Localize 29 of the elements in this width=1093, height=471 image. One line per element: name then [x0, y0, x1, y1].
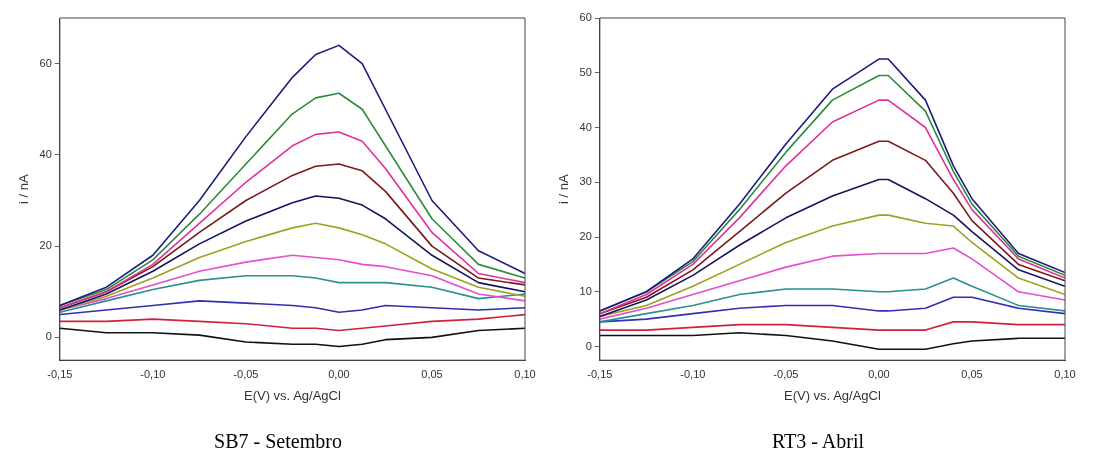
y-tick-label: 10 — [579, 284, 592, 297]
y-axis-title: i / nA — [16, 173, 32, 204]
y-tick-label: 0 — [45, 330, 52, 343]
x-tick-label: 0,05 — [421, 367, 443, 380]
x-tick-label: 0,05 — [961, 367, 983, 380]
x-axis-title: E(V) vs. Ag/AgCl — [784, 387, 881, 403]
y-tick-label: 60 — [39, 56, 52, 69]
y-tick-label: 20 — [39, 239, 52, 252]
y-tick-label: 20 — [579, 230, 592, 243]
x-tick-label: -0,05 — [773, 367, 799, 380]
x-tick-label: 0,00 — [868, 367, 890, 380]
text: SB7 - Setembro — [214, 430, 342, 453]
x-tick-label: -0,10 — [680, 367, 706, 380]
x-tick-label: 0,10 — [514, 367, 536, 380]
text: RT3 - Abril — [771, 430, 865, 453]
y-tick-label: 40 — [579, 120, 592, 133]
y-tick-label: 30 — [579, 175, 592, 188]
x-tick-label: 0,10 — [1054, 367, 1076, 380]
x-tick-label: -0,10 — [140, 367, 166, 380]
x-tick-label: -0,15 — [587, 367, 613, 380]
y-tick-label: 40 — [39, 147, 52, 160]
y-tick-label: 60 — [579, 11, 592, 24]
x-tick-label: -0,15 — [47, 367, 73, 380]
x-axis-title: E(V) vs. Ag/AgCl — [244, 387, 341, 403]
x-tick-label: -0,05 — [233, 367, 259, 380]
y-tick-label: 0 — [585, 339, 592, 352]
y-axis-title: i / nA — [556, 173, 572, 204]
y-tick-label: 50 — [579, 65, 592, 78]
x-tick-label: 0,00 — [328, 367, 350, 380]
